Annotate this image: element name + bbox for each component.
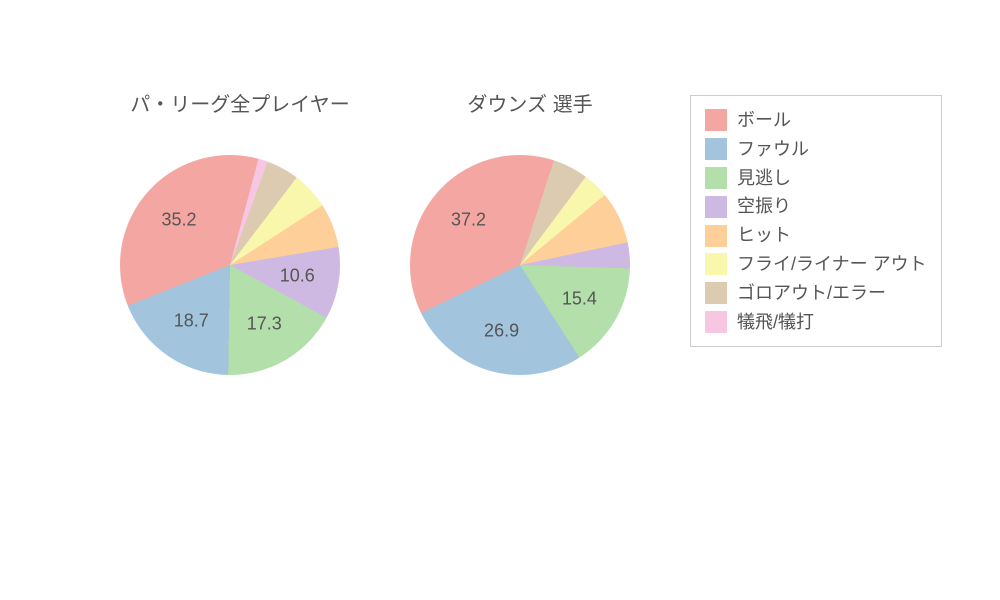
legend-item: 犠飛/犠打 — [705, 308, 927, 337]
legend-swatch — [705, 311, 727, 333]
legend-swatch — [705, 196, 727, 218]
legend-label: ゴロアウト/エラー — [737, 279, 886, 308]
slice-label: 10.6 — [280, 266, 315, 287]
legend: ボールファウル見逃し空振りヒットフライ/ライナー アウトゴロアウト/エラー犠飛/… — [690, 95, 942, 347]
chart-title-1: パ・リーグ全プレイヤー — [110, 88, 370, 117]
chart-title-2: ダウンズ 選手 — [400, 88, 660, 117]
slice-label: 15.4 — [562, 288, 597, 309]
slice-label: 17.3 — [247, 313, 282, 334]
pie-chart-2: 37.2 26.9 15.4 — [410, 155, 630, 375]
legend-label: ヒット — [737, 221, 791, 250]
legend-label: 見逃し — [737, 164, 791, 193]
legend-item: ヒット — [705, 221, 927, 250]
legend-swatch — [705, 225, 727, 247]
slice-label: 35.2 — [162, 209, 197, 230]
legend-label: 空振り — [737, 192, 791, 221]
slice-label: 37.2 — [451, 210, 486, 231]
legend-item: 見逃し — [705, 164, 927, 193]
legend-swatch — [705, 282, 727, 304]
legend-label: ファウル — [737, 135, 809, 164]
legend-label: ボール — [737, 106, 791, 135]
legend-item: ボール — [705, 106, 927, 135]
legend-swatch — [705, 109, 727, 131]
legend-label: 犠飛/犠打 — [737, 308, 814, 337]
legend-swatch — [705, 167, 727, 189]
slice-label: 18.7 — [174, 311, 209, 332]
legend-label: フライ/ライナー アウト — [737, 250, 927, 279]
legend-swatch — [705, 138, 727, 160]
slice-label: 26.9 — [484, 320, 519, 341]
chart-canvas: パ・リーグ全プレイヤー 35.2 18.7 17.3 10.6 ダウンズ 選手 37.… — [0, 0, 1000, 600]
legend-item: ゴロアウト/エラー — [705, 279, 927, 308]
pie-slices-2 — [410, 155, 630, 375]
pie-chart-1: 35.2 18.7 17.3 10.6 — [120, 155, 340, 375]
legend-item: ファウル — [705, 135, 927, 164]
legend-item: 空振り — [705, 192, 927, 221]
legend-item: フライ/ライナー アウト — [705, 250, 927, 279]
legend-swatch — [705, 253, 727, 275]
